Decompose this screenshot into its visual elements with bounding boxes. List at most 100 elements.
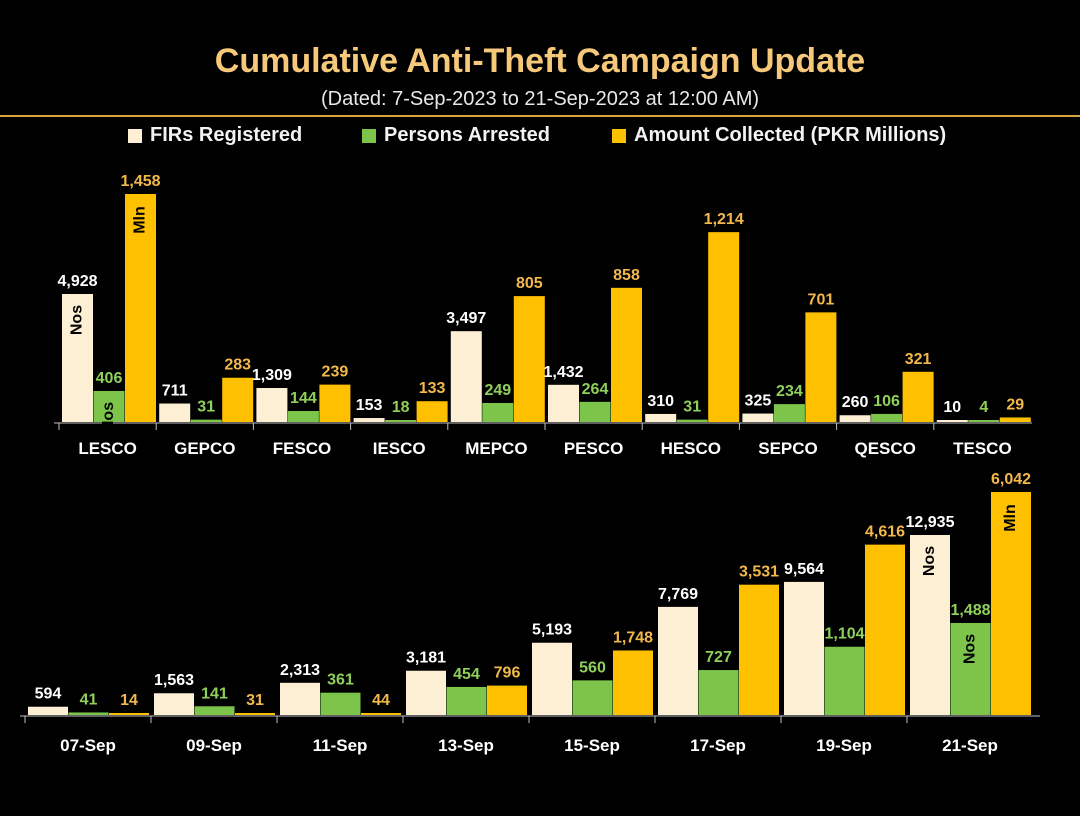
- category-label: TESCO: [953, 439, 1012, 458]
- data-label-arrested: 454: [453, 666, 480, 683]
- data-label-arrested: 234: [776, 383, 803, 400]
- bar-firs: [159, 403, 191, 422]
- bar-firs: [658, 606, 698, 715]
- category-label: 13-Sep: [438, 736, 494, 755]
- bar-firs: [784, 581, 824, 715]
- data-label-amount: 6,042: [991, 471, 1031, 488]
- bar-arrested: [194, 706, 235, 715]
- bar-arrested: [579, 401, 611, 422]
- bar-arrested: [482, 402, 514, 422]
- data-label-firs: 9,564: [784, 561, 824, 578]
- bar-amount: [991, 492, 1031, 715]
- bar-arrested: [287, 411, 319, 422]
- bar-arrested: [190, 419, 222, 422]
- bar-firs: [936, 420, 968, 422]
- bar-amount: [865, 544, 905, 715]
- category-label: QESCO: [854, 439, 915, 458]
- bar-firs: [839, 415, 871, 422]
- bar-arrested: [446, 686, 487, 715]
- bar-amount: [513, 296, 545, 422]
- bar-arrested: [385, 420, 417, 422]
- data-label-arrested: 727: [705, 649, 732, 666]
- unit-annotation-arrested: Nos: [100, 402, 117, 432]
- data-label-amount: 44: [372, 692, 390, 709]
- bar-amount: [319, 384, 351, 422]
- unit-annotation-amount: Mln: [132, 206, 149, 234]
- bar-amount: [902, 371, 934, 422]
- data-label-firs: 7,769: [658, 586, 698, 603]
- data-label-amount: 1,748: [613, 629, 653, 646]
- category-label: LESCO: [78, 439, 137, 458]
- bar-firs: [28, 706, 68, 715]
- bar-arrested: [698, 670, 739, 715]
- bar-firs: [154, 693, 194, 715]
- bar-arrested: [950, 623, 991, 715]
- data-label-amount: 31: [246, 692, 264, 709]
- data-label-arrested: 4: [979, 399, 988, 416]
- category-label: IESCO: [373, 439, 426, 458]
- bar-arrested: [968, 420, 1000, 422]
- bar-firs: [645, 413, 677, 422]
- bar-amount: [361, 713, 401, 715]
- data-label-amount: 3,531: [739, 564, 779, 581]
- category-label: HESCO: [661, 439, 721, 458]
- bar-amount: [109, 713, 149, 715]
- bar-firs: [62, 294, 93, 422]
- bar-amount: [613, 650, 653, 715]
- data-label-arrested: 560: [579, 659, 606, 676]
- bar-arrested: [572, 680, 613, 715]
- data-label-firs: 310: [647, 393, 674, 410]
- data-label-arrested: 1,488: [950, 602, 990, 619]
- category-label: FESCO: [273, 439, 332, 458]
- data-label-arrested: 31: [683, 399, 701, 416]
- unit-annotation-firs: Nos: [69, 305, 86, 335]
- category-label: 19-Sep: [816, 736, 872, 755]
- data-label-amount: 1,458: [120, 173, 160, 190]
- bar-firs: [256, 388, 288, 422]
- legend-item-firs: FIRs Registered: [128, 124, 302, 147]
- bar-amount: [416, 401, 448, 422]
- legend-swatch-arrested: [362, 128, 376, 143]
- data-label-amount: 858: [613, 267, 640, 284]
- data-label-firs: 1,309: [252, 367, 292, 384]
- category-label: 15-Sep: [564, 736, 620, 755]
- data-label-arrested: 18: [392, 399, 410, 416]
- legend: FIRs Registered Persons Arrested Amount …: [0, 124, 1080, 154]
- category-label: 07-Sep: [60, 736, 116, 755]
- data-label-firs: 153: [356, 397, 383, 414]
- data-label-firs: 1,432: [543, 364, 583, 381]
- data-label-firs: 5,193: [532, 622, 572, 639]
- bar-arrested: [676, 419, 708, 422]
- data-label-arrested: 141: [201, 685, 228, 702]
- bar-arrested: [320, 692, 361, 715]
- bar-arrested: [824, 646, 865, 715]
- data-label-firs: 325: [745, 393, 772, 410]
- chart-title: Cumulative Anti-Theft Campaign Update: [214, 42, 866, 80]
- data-label-firs: 3,497: [446, 310, 486, 327]
- data-label-arrested: 249: [484, 382, 511, 399]
- data-label-amount: 133: [419, 380, 446, 397]
- legend-swatch-firs: [128, 128, 142, 143]
- data-label-firs: 1,563: [154, 672, 194, 689]
- data-label-amount: 321: [905, 351, 932, 368]
- data-label-firs: 3,181: [406, 650, 446, 667]
- data-label-arrested: 31: [197, 399, 215, 416]
- data-label-firs: 711: [162, 383, 188, 400]
- data-label-firs: 12,935: [906, 514, 955, 531]
- bar-amount: [739, 584, 779, 715]
- bar-firs: [742, 413, 774, 422]
- data-label-firs: 594: [35, 686, 62, 703]
- data-label-amount: 4,616: [865, 524, 905, 541]
- category-label: SEPCO: [758, 439, 818, 458]
- bar-amount: [805, 312, 837, 422]
- legend-label-amount: Amount Collected (PKR Millions): [634, 124, 947, 146]
- legend-swatch-amount: [612, 128, 626, 143]
- unit-annotation-arrested: Nos: [962, 634, 979, 664]
- category-label: 17-Sep: [690, 736, 746, 755]
- data-label-amount: 796: [494, 665, 521, 682]
- data-label-amount: 29: [1006, 396, 1024, 413]
- unit-annotation-amount: Mln: [1002, 504, 1019, 532]
- data-label-arrested: 106: [873, 393, 900, 410]
- category-label: PESCO: [564, 439, 624, 458]
- data-label-arrested: 264: [582, 381, 609, 398]
